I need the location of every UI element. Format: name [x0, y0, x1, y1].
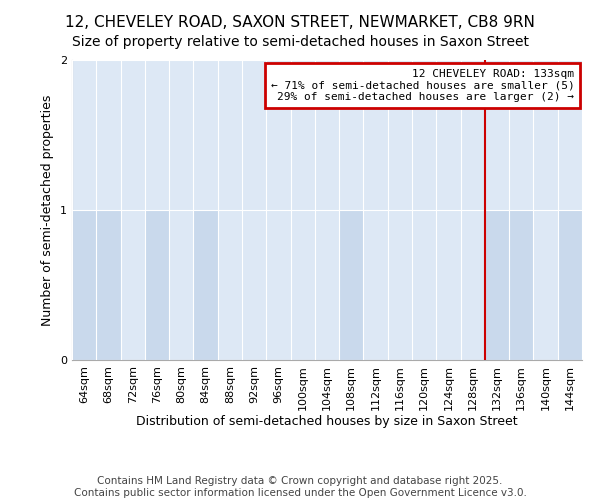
Text: 12, CHEVELEY ROAD, SAXON STREET, NEWMARKET, CB8 9RN: 12, CHEVELEY ROAD, SAXON STREET, NEWMARK… — [65, 15, 535, 30]
Bar — [339, 210, 364, 360]
Text: 12 CHEVELEY ROAD: 133sqm
← 71% of semi-detached houses are smaller (5)
29% of se: 12 CHEVELEY ROAD: 133sqm ← 71% of semi-d… — [271, 69, 574, 102]
Y-axis label: Number of semi-detached properties: Number of semi-detached properties — [41, 94, 55, 326]
X-axis label: Distribution of semi-detached houses by size in Saxon Street: Distribution of semi-detached houses by … — [136, 416, 518, 428]
Text: Size of property relative to semi-detached houses in Saxon Street: Size of property relative to semi-detach… — [71, 35, 529, 49]
Bar — [193, 210, 218, 360]
Bar — [485, 210, 509, 360]
Bar — [509, 210, 533, 360]
Bar — [145, 210, 169, 360]
Bar — [96, 210, 121, 360]
Text: Contains HM Land Registry data © Crown copyright and database right 2025.
Contai: Contains HM Land Registry data © Crown c… — [74, 476, 526, 498]
Bar — [72, 210, 96, 360]
Bar — [558, 210, 582, 360]
